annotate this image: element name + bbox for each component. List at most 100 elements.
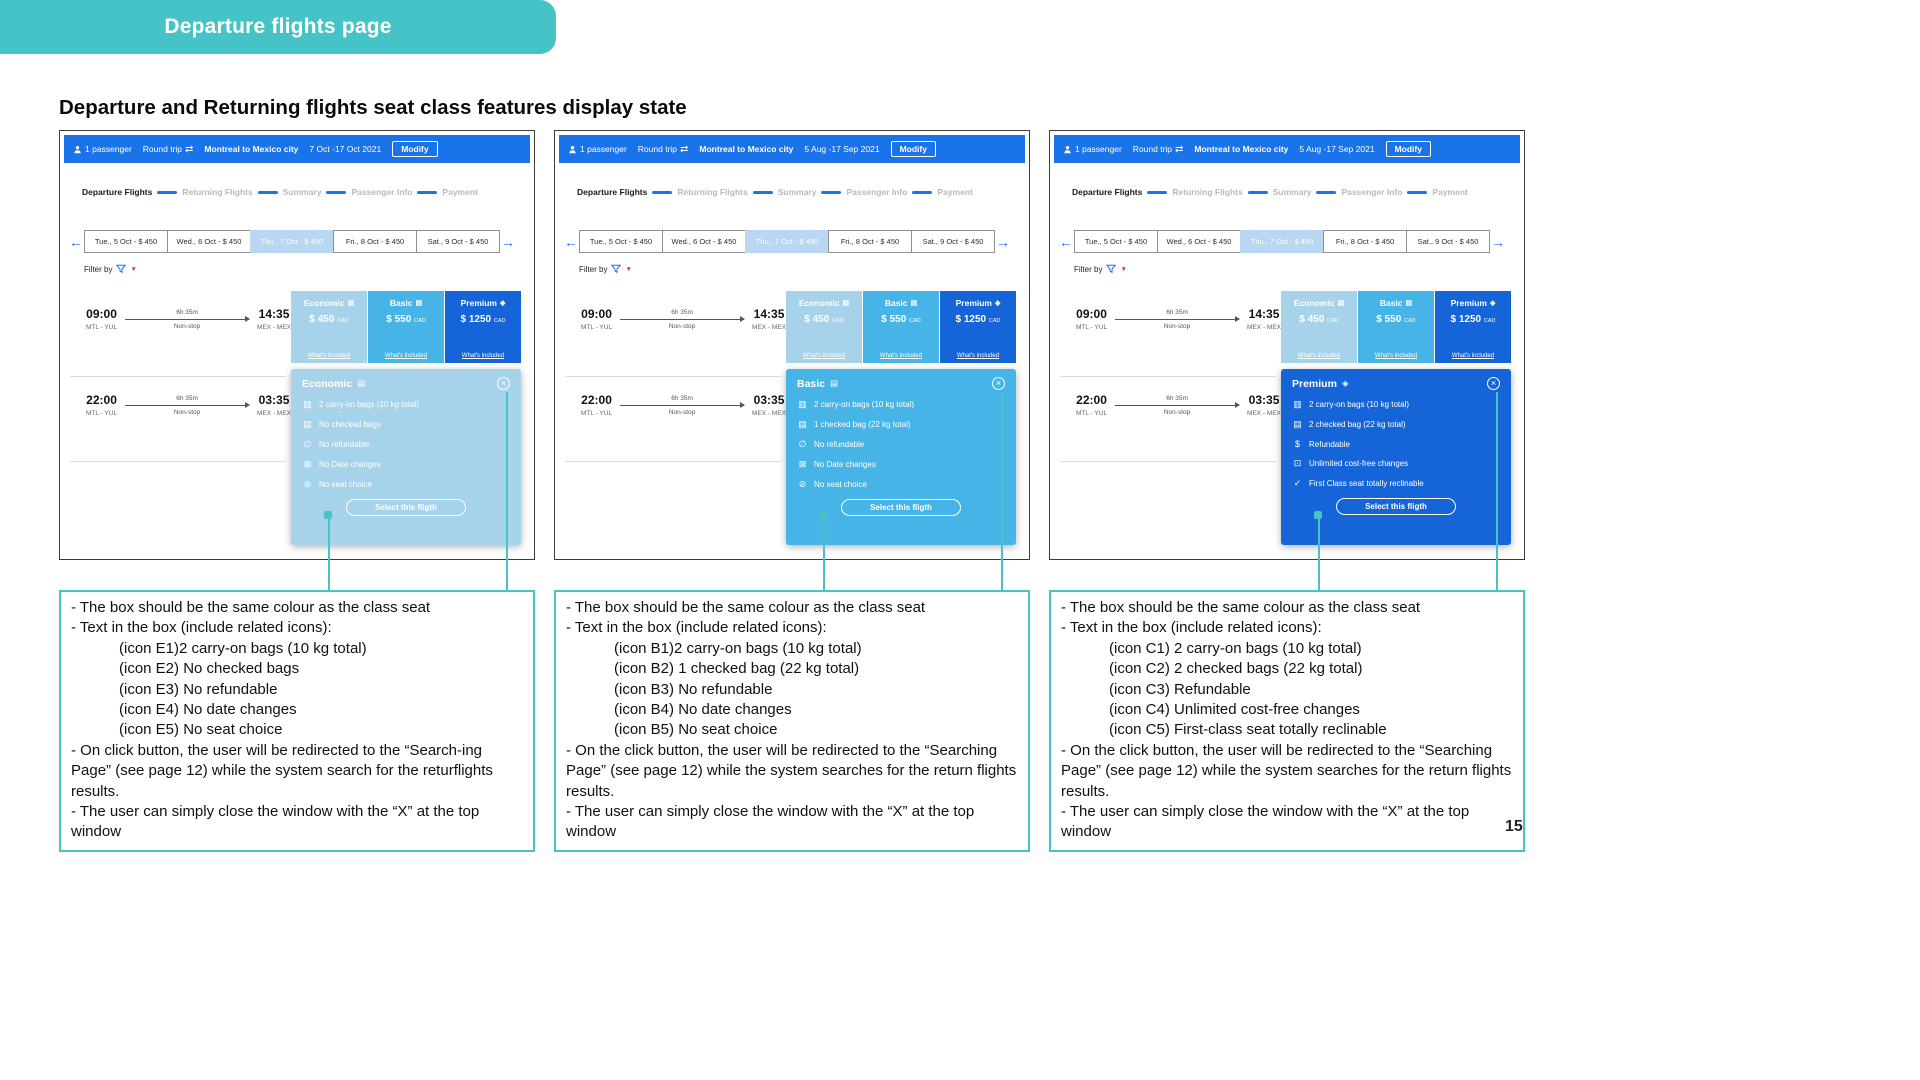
prev-dates-arrow[interactable]: ←	[564, 233, 578, 250]
date-option[interactable]: Wed., 6 Oct - $ 450	[662, 230, 746, 253]
filter-by-control[interactable]: Filter by ▼	[579, 264, 632, 274]
date-option-selected[interactable]: Thu., 7 Oct - $ 450	[1240, 230, 1324, 253]
next-dates-arrow[interactable]: →	[1491, 233, 1505, 250]
flight-row[interactable]: 22:00 MTL - YUL 6h 35m Non-stop 03:35 ME…	[86, 393, 291, 417]
date-option-selected[interactable]: Thu., 7 Oct - $ 450	[250, 230, 334, 253]
flight-row[interactable]: 09:00 MTL - YUL 6h 35m Non-stop 14:35 ME…	[86, 307, 291, 331]
close-icon[interactable]: ×	[992, 377, 1005, 390]
flight-row[interactable]: 22:00 MTL - YUL 6h 35m Non-stop 03:35 ME…	[581, 393, 786, 417]
step-passenger-info[interactable]: Passenger Info	[1341, 187, 1403, 197]
step-returning-flights[interactable]: Returning Flights	[1172, 187, 1243, 197]
date-option[interactable]: Tue., 5 Oct - $ 450	[579, 230, 663, 253]
filter-label: Filter by	[1074, 264, 1103, 274]
next-dates-arrow[interactable]: →	[996, 233, 1010, 250]
luggage-icon: ▤	[415, 300, 423, 307]
booking-stepper: Departure Flights Returning Flights Summ…	[82, 187, 478, 197]
fare-economic[interactable]: Economic ▤ $ 450 CAD What's included	[786, 291, 862, 363]
date-option[interactable]: Fri., 8 Oct - $ 450	[1323, 230, 1407, 253]
feature-icon: ▥	[1293, 399, 1302, 409]
fare-class-icon: ◈	[1341, 378, 1349, 388]
date-carousel: ← Tue., 5 Oct - $ 450 Wed., 6 Oct - $ 45…	[563, 230, 1011, 253]
step-returning-flights[interactable]: Returning Flights	[677, 187, 748, 197]
trip-type-label: Round trip	[1132, 144, 1173, 154]
whats-included-link[interactable]: What's included	[956, 353, 1000, 359]
date-option[interactable]: Tue., 5 Oct - $ 450	[84, 230, 168, 253]
step-summary[interactable]: Summary	[282, 187, 322, 197]
feature-text: No Date changes	[814, 460, 876, 469]
close-icon[interactable]: ×	[1487, 377, 1500, 390]
date-option[interactable]: Tue., 5 Oct - $ 450	[1074, 230, 1158, 253]
step-returning-flights[interactable]: Returning Flights	[182, 187, 253, 197]
fare-feature-list: ▥ 2 carry-on bags (10 kg total) ▤ 2 chec…	[1292, 399, 1500, 489]
date-option[interactable]: Wed., 6 Oct - $ 450	[167, 230, 251, 253]
flight-row[interactable]: 09:00 MTL - YUL 6h 35m Non-stop 14:35 ME…	[1076, 307, 1281, 331]
page-tab: Departure flights page	[0, 0, 556, 54]
step-passenger-info[interactable]: Passenger Info	[351, 187, 413, 197]
booking-stepper: Departure Flights Returning Flights Summ…	[577, 187, 973, 197]
date-option[interactable]: Fri., 8 Oct - $ 450	[828, 230, 912, 253]
fare-feature: ▥ 2 carry-on bags (10 kg total)	[1292, 399, 1500, 410]
fare-basic[interactable]: Basic ▤ $ 550 CAD What's included	[368, 291, 444, 363]
annotation-line: - On the click button, the user will be …	[1061, 741, 1512, 800]
route-label: Montreal to Mexico city	[699, 144, 794, 154]
fare-basic[interactable]: Basic ▤ $ 550 CAD What's included	[1358, 291, 1434, 363]
prev-dates-arrow[interactable]: ←	[1059, 233, 1073, 250]
flight-search-mockup: 1 passenger Round trip ⇄ Montreal to Mex…	[59, 130, 535, 560]
fare-premium[interactable]: Premium ◈ $ 1250 CAD What's included	[940, 291, 1016, 363]
whats-included-link[interactable]: What's included	[461, 353, 505, 359]
step-departure-flights[interactable]: Departure Flights	[82, 187, 153, 197]
fare-premium[interactable]: Premium ◈ $ 1250 CAD What's included	[1435, 291, 1511, 363]
flight-row[interactable]: 09:00 MTL - YUL 6h 35m Non-stop 14:35 ME…	[581, 307, 786, 331]
fare-basic[interactable]: Basic ▤ $ 550 CAD What's included	[863, 291, 939, 363]
step-separator	[157, 190, 178, 194]
next-dates-arrow[interactable]: →	[501, 233, 515, 250]
date-option-selected[interactable]: Thu., 7 Oct - $ 450	[745, 230, 829, 253]
step-payment[interactable]: Payment	[937, 187, 973, 197]
step-payment[interactable]: Payment	[1432, 187, 1468, 197]
step-payment[interactable]: Payment	[442, 187, 478, 197]
prev-dates-arrow[interactable]: ←	[69, 233, 83, 250]
whats-included-link[interactable]: What's included	[879, 353, 923, 359]
date-option[interactable]: Wed., 6 Oct - $ 450	[1157, 230, 1241, 253]
mockup-columns: 1 passenger Round trip ⇄ Montreal to Mex…	[59, 130, 1525, 852]
close-icon[interactable]: ×	[497, 377, 510, 390]
date-option[interactable]: Sat., 9 Oct - $ 450	[911, 230, 995, 253]
date-option[interactable]: Sat., 9 Oct - $ 450	[416, 230, 500, 253]
whats-included-link[interactable]: What's included	[1451, 353, 1495, 359]
departure-time: 09:00	[581, 307, 612, 321]
arrival-time: 03:35	[258, 393, 290, 407]
step-separator	[1316, 190, 1337, 194]
step-separator	[1147, 190, 1168, 194]
filter-dropdown-icon: ▼	[625, 265, 632, 273]
page-number: 15	[1505, 818, 1523, 835]
whats-included-link[interactable]: What's included	[1374, 353, 1418, 359]
date-option[interactable]: Sat., 9 Oct - $ 450	[1406, 230, 1490, 253]
modify-button[interactable]: Modify	[1385, 141, 1431, 157]
filter-by-control[interactable]: Filter by ▼	[84, 264, 137, 274]
modify-button[interactable]: Modify	[392, 141, 438, 157]
feature-icon: ▥	[303, 399, 312, 409]
filter-by-control[interactable]: Filter by ▼	[1074, 264, 1127, 274]
select-flight-button[interactable]: Select this fligth	[841, 499, 961, 516]
fare-premium[interactable]: Premium ◈ $ 1250 CAD What's included	[445, 291, 521, 363]
flight-row[interactable]: 22:00 MTL - YUL 6h 35m Non-stop 03:35 ME…	[1076, 393, 1281, 417]
step-passenger-info[interactable]: Passenger Info	[846, 187, 908, 197]
fare-currency: CAD	[493, 318, 506, 324]
step-departure-flights[interactable]: Departure Flights	[577, 187, 648, 197]
select-flight-button[interactable]: Select this fligth	[1336, 498, 1456, 515]
luggage-icon: ▤	[1337, 300, 1345, 307]
date-option[interactable]: Fri., 8 Oct - $ 450	[333, 230, 417, 253]
fare-economic[interactable]: Economic ▤ $ 450 CAD What's included	[1281, 291, 1357, 363]
fare-class-header-row: Economic ▤ $ 450 CAD What's included Basi…	[291, 291, 521, 363]
step-summary[interactable]: Summary	[1272, 187, 1312, 197]
fare-economic[interactable]: Economic ▤ $ 450 CAD What's included	[291, 291, 367, 363]
feature-text: No checked bags	[319, 420, 381, 429]
whats-included-link[interactable]: What's included	[1297, 353, 1341, 359]
select-flight-button[interactable]: Select this fligth	[346, 499, 466, 516]
step-summary[interactable]: Summary	[777, 187, 817, 197]
whats-included-link[interactable]: What's included	[802, 353, 846, 359]
whats-included-link[interactable]: What's included	[307, 353, 351, 359]
modify-button[interactable]: Modify	[890, 141, 936, 157]
whats-included-link[interactable]: What's included	[384, 353, 428, 359]
step-departure-flights[interactable]: Departure Flights	[1072, 187, 1143, 197]
